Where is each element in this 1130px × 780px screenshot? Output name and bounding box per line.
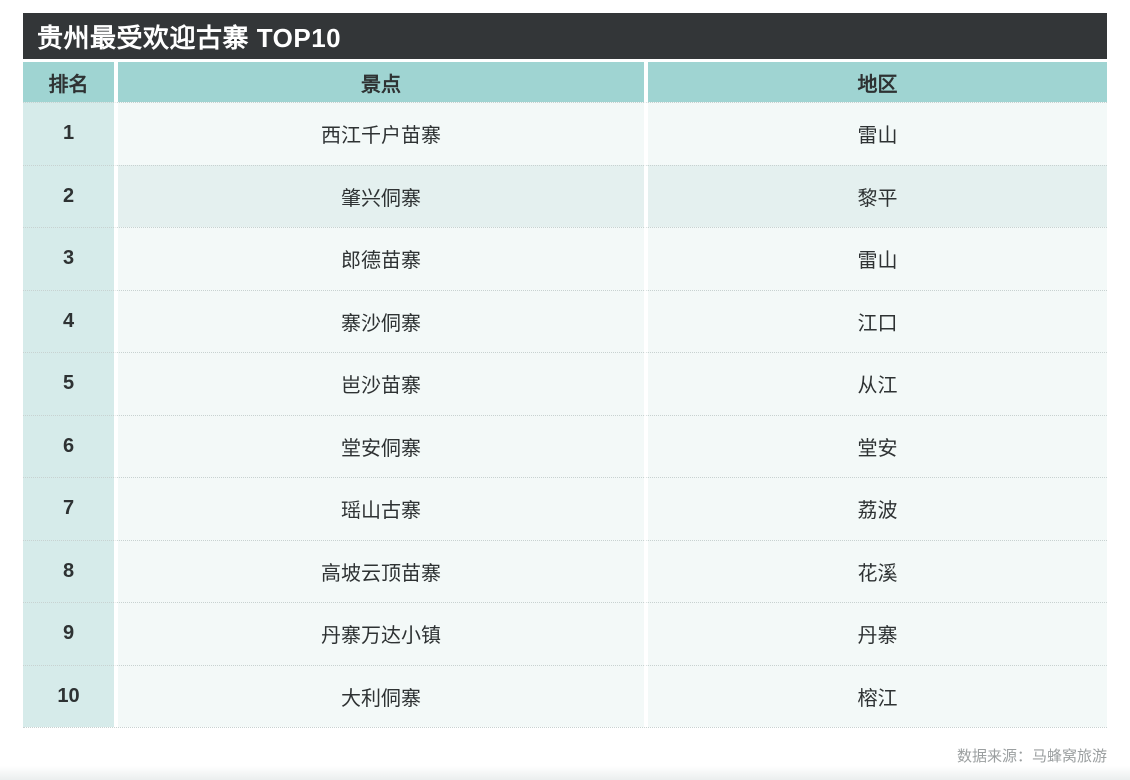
table-row: 10 大利侗寨 榕江 [23,664,1107,727]
region-cell: 雷山 [644,227,1107,290]
table-header-row: 排名 景点 地区 [23,62,1107,102]
table-row: 5 岜沙苗寨 从江 [23,352,1107,415]
region-cell: 从江 [644,352,1107,415]
rank-cell: 1 [23,102,114,165]
table-row: 3 郎德苗寨 雷山 [23,227,1107,290]
attraction-cell: 瑶山古寨 [114,477,644,540]
rank-cell: 5 [23,352,114,415]
region-cell: 江口 [644,289,1107,352]
ranking-table: 排名 景点 地区 1 西江千户苗寨 雷山 2 肇兴侗寨 黎平 3 郎德苗寨 雷山… [23,62,1107,728]
region-cell: 丹寨 [644,602,1107,665]
table-body: 1 西江千户苗寨 雷山 2 肇兴侗寨 黎平 3 郎德苗寨 雷山 4 寨沙侗寨 江… [23,102,1107,727]
table-row: 7 瑶山古寨 荔波 [23,477,1107,540]
attraction-cell: 西江千户苗寨 [114,102,644,165]
attraction-cell: 肇兴侗寨 [114,164,644,227]
attraction-cell: 大利侗寨 [114,664,644,727]
table-header: 排名 景点 地区 [23,62,1107,102]
header-cell-region: 地区 [644,62,1107,102]
attraction-cell: 高坡云顶苗寨 [114,539,644,602]
attraction-cell: 寨沙侗寨 [114,289,644,352]
header-cell-attraction: 景点 [114,62,644,102]
table-row: 1 西江千户苗寨 雷山 [23,102,1107,165]
rank-cell: 8 [23,539,114,602]
table-row: 2 肇兴侗寨 黎平 [23,164,1107,227]
table-row: 8 高坡云顶苗寨 花溪 [23,539,1107,602]
rank-cell: 2 [23,164,114,227]
bottom-shadow [0,766,1130,780]
rank-cell: 7 [23,477,114,540]
table-row: 9 丹寨万达小镇 丹寨 [23,602,1107,665]
region-cell: 雷山 [644,102,1107,165]
region-cell: 黎平 [644,164,1107,227]
rank-cell: 3 [23,227,114,290]
header-cell-rank: 排名 [23,62,114,102]
region-cell: 榕江 [644,664,1107,727]
rank-cell: 10 [23,664,114,727]
page-title: 贵州最受欢迎古寨 TOP10 [37,22,342,53]
rank-cell: 9 [23,602,114,665]
rank-cell: 6 [23,414,114,477]
attraction-cell: 郎德苗寨 [114,227,644,290]
title-bar: 贵州最受欢迎古寨 TOP10 [23,13,1107,59]
region-cell: 堂安 [644,414,1107,477]
table-row: 6 堂安侗寨 堂安 [23,414,1107,477]
rank-cell: 4 [23,289,114,352]
attraction-cell: 堂安侗寨 [114,414,644,477]
table-row: 4 寨沙侗寨 江口 [23,289,1107,352]
attraction-cell: 丹寨万达小镇 [114,602,644,665]
data-source-note: 数据来源：马蜂窝旅游 [956,748,1107,765]
attraction-cell: 岜沙苗寨 [114,352,644,415]
region-cell: 花溪 [644,539,1107,602]
region-cell: 荔波 [644,477,1107,540]
